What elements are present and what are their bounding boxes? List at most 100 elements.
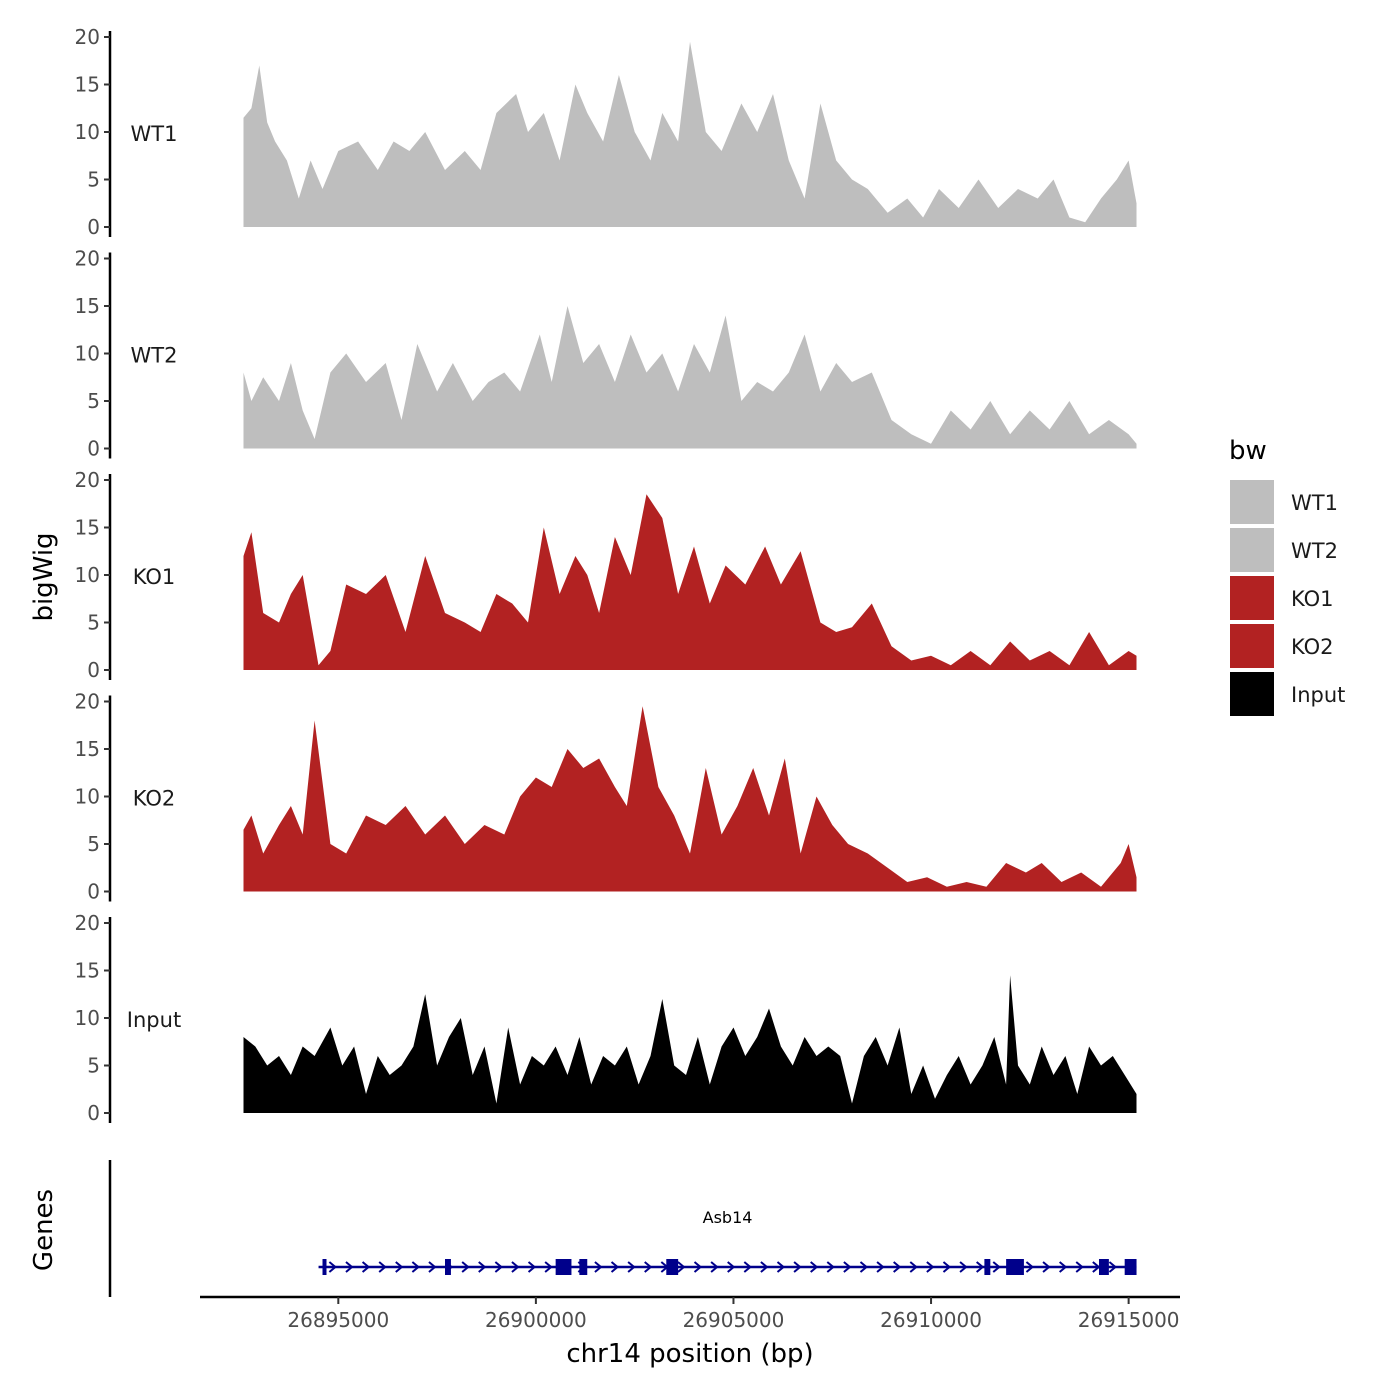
track-ko2: 0 5 10 15 20 KO2 (75, 690, 1137, 904)
strand-arrow (859, 1261, 869, 1273)
legend-label: KO1 (1291, 587, 1334, 611)
y-tick-label: 0 (87, 437, 100, 461)
legend-item-ko2: KO2 (1230, 624, 1334, 668)
legend: bw WT1 WT2 KO1 KO2 Input (1229, 436, 1345, 716)
track-label: WT1 (131, 122, 178, 146)
strand-arrow (1075, 1261, 1084, 1273)
strand-arrow (992, 1261, 1001, 1273)
strand-arrow (893, 1261, 902, 1273)
legend-label: Input (1291, 683, 1345, 707)
strand-arrow (428, 1261, 437, 1273)
legend-title: bw (1229, 436, 1267, 466)
exon (445, 1259, 451, 1275)
strand-arrow (677, 1261, 686, 1273)
exon (322, 1259, 327, 1275)
area-ko2 (243, 706, 1137, 892)
strand-arrow (826, 1261, 835, 1273)
y-axis-title: bigWig (29, 532, 59, 621)
strand-arrow (494, 1261, 503, 1273)
strand-arrow (511, 1261, 520, 1273)
legend-label: KO2 (1291, 635, 1334, 659)
y-tick-label: 0 (87, 1101, 100, 1125)
y-tick-label: 20 (75, 468, 100, 492)
y-tick-label: 15 (75, 959, 100, 983)
area-ko1 (243, 494, 1137, 670)
y-tick-label: 0 (87, 880, 100, 904)
y-tick-label: 10 (75, 785, 100, 809)
strand-arrow (727, 1261, 736, 1273)
y-tick-label: 5 (87, 168, 100, 192)
strand-arrow (1108, 1261, 1117, 1273)
genes-track: Asb14 (108, 1160, 1137, 1297)
strand-arrow (1042, 1261, 1051, 1273)
y-tick-label: 15 (75, 294, 100, 318)
area-input (243, 975, 1137, 1113)
x-tick-label: 26910000 (880, 1308, 982, 1332)
exon (666, 1259, 679, 1275)
y-tick-label: 15 (75, 516, 100, 540)
legend-swatch (1230, 624, 1274, 668)
legend-item-wt1: WT1 (1230, 480, 1338, 524)
strand-arrow (627, 1261, 636, 1273)
y-tick-label: 5 (87, 389, 100, 413)
y-tick-label: 0 (87, 215, 100, 239)
exon (984, 1259, 991, 1275)
strand-arrow (1025, 1261, 1035, 1273)
y-tick-label: 0 (87, 658, 100, 682)
strand-arrow (942, 1261, 952, 1273)
legend-swatch (1230, 528, 1274, 572)
strand-arrow (810, 1261, 819, 1273)
y-tick-label: 20 (75, 25, 100, 49)
track-label: KO2 (133, 787, 176, 811)
area-wt1 (243, 41, 1137, 227)
strand-arrow (411, 1261, 420, 1273)
track-wt2: 0 5 10 15 20 WT2 (75, 247, 1137, 461)
signal-tracks: 0 5 10 15 20 WT1 0 5 10 15 20 WT2 0 5 10 15 20 KO1 0 5 10 15 2… (75, 25, 1137, 1125)
y-tick-label: 5 (87, 611, 100, 635)
strand-arrow (328, 1261, 337, 1273)
x-tick-label: 26895000 (287, 1308, 389, 1332)
y-tick-label: 20 (75, 247, 100, 271)
strand-arrow (959, 1261, 968, 1273)
strand-arrow (345, 1261, 354, 1273)
track-label: KO1 (133, 565, 176, 589)
track-wt1: 0 5 10 15 20 WT1 (75, 25, 1137, 239)
strand-arrow (544, 1261, 553, 1273)
x-tick-label: 26905000 (683, 1308, 785, 1332)
strand-arrow (693, 1261, 703, 1273)
strand-arrow (876, 1261, 885, 1273)
track-input: 0 5 10 15 20 Input (75, 911, 1137, 1125)
legend-item-wt2: WT2 (1230, 528, 1338, 572)
y-tick-label: 20 (75, 690, 100, 714)
strand-arrow (743, 1261, 752, 1273)
y-tick-label: 5 (87, 1054, 100, 1078)
strand-arrow (976, 1261, 985, 1273)
strand-arrow (1058, 1261, 1068, 1273)
exon (1124, 1259, 1137, 1275)
y-tick-label: 5 (87, 832, 100, 856)
y-tick-label: 10 (75, 563, 100, 587)
strand-arrow (594, 1261, 603, 1273)
exon (1098, 1259, 1109, 1275)
genes-track-title: Genes (29, 1189, 59, 1271)
gene-name-label: Asb14 (703, 1208, 753, 1227)
legend-item-input: Input (1230, 672, 1345, 716)
strand-arrow (909, 1261, 918, 1273)
legend-item-ko1: KO1 (1230, 576, 1334, 620)
x-tick-label: 26915000 (1078, 1308, 1180, 1332)
strand-arrow (361, 1261, 371, 1273)
legend-swatch (1230, 480, 1274, 524)
y-tick-label: 20 (75, 911, 100, 935)
strand-arrow (843, 1261, 852, 1273)
strand-arrow (644, 1261, 653, 1273)
strand-arrow (793, 1261, 802, 1273)
legend-label: WT1 (1291, 491, 1338, 515)
strand-arrow (776, 1261, 786, 1273)
exon (1006, 1259, 1024, 1275)
x-tick-label: 26900000 (485, 1308, 587, 1332)
strand-arrow (926, 1261, 935, 1273)
strand-arrow (461, 1261, 470, 1273)
strand-arrow (395, 1261, 404, 1273)
legend-swatch (1230, 576, 1274, 620)
